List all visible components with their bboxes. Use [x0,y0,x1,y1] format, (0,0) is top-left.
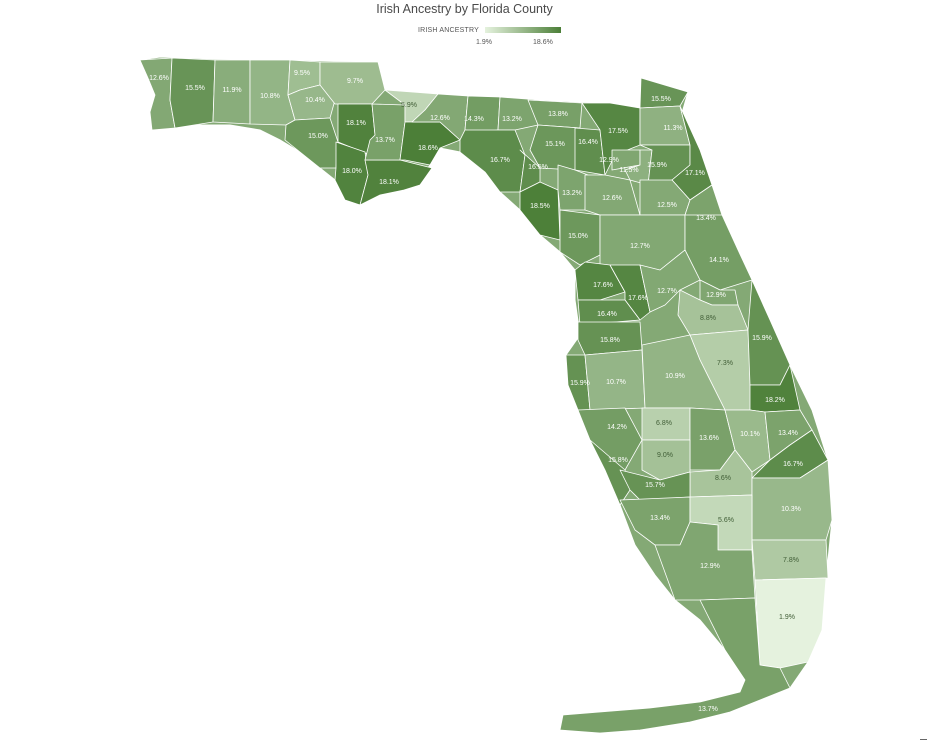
county-value-label: 14.1% [709,257,729,264]
county-value-label: 6.8% [656,420,672,427]
county-value-label: 15.0% [308,133,328,140]
county-value-label: 9.0% [657,452,673,459]
county-value-label: 5.6% [718,517,734,524]
county-value-label: 7.8% [783,557,799,564]
county-value-label: 10.7% [606,379,626,386]
county-value-label: 10.9% [665,373,685,380]
county-shape[interactable] [559,597,791,734]
county-value-label: 15.0% [568,233,588,240]
county-label-layer: 12.6% 15.5% 11.9% 10.8% 9.5% 10.4% 9.7% 15.0% 18… [149,70,803,713]
county-value-label: 12.6% [430,115,450,122]
county-value-label: 10.1% [740,431,760,438]
county-shape[interactable] [589,439,631,506]
county-shape[interactable] [577,299,641,326]
county-value-label: 17.6% [593,282,613,289]
county-value-label: 13.8% [548,111,568,118]
county-shape[interactable] [284,117,339,169]
county-shape[interactable] [139,57,176,131]
county-shape[interactable] [639,77,689,109]
county-value-label: 13.4% [778,430,798,437]
county-value-label: 15.8% [608,457,628,464]
county-shape[interactable] [497,96,541,131]
county-value-label: 16.7% [490,157,510,164]
county-value-label: 18.1% [379,179,399,186]
county-layer [139,57,833,734]
county-value-label: 11.5% [619,167,638,174]
county-value-label: 7.3% [717,360,733,367]
county-value-label: 17.5% [608,128,628,135]
county-value-label: 13.7% [375,137,395,144]
county-shape[interactable] [359,159,433,206]
county-shape[interactable] [654,521,756,601]
county-shape[interactable] [459,129,526,193]
legend-label: IRISH ANCESTRY [418,27,480,34]
legend-max-label: 18.6% [533,39,553,46]
county-value-label: 10.3% [781,506,801,513]
county-value-label: 12.5% [657,202,677,209]
county-value-label: 8.8% [700,315,716,322]
county-value-label: 18.5% [530,203,550,210]
county-value-label: 12.9% [700,563,720,570]
county-value-label: 8.6% [715,475,731,482]
county-shape[interactable] [169,57,216,129]
chart-title: Irish Ancestry by Florida County [376,2,553,16]
county-value-label: 15.9% [647,162,667,169]
county-value-label: 9.5% [294,70,310,77]
county-value-label: 9.7% [347,78,363,85]
county-value-label: 13.4% [696,215,716,222]
county-value-label: 1.9% [779,614,795,621]
county-shape[interactable] [464,95,501,133]
county-value-label: 16.5% [528,164,548,171]
corner-mark [920,739,927,740]
county-value-label: 12.6% [149,75,169,82]
county-value-label: 13.7% [698,706,718,713]
county-value-label: 16.4% [578,139,598,146]
county-value-label: 12.9% [599,157,619,164]
county-value-label: 13.6% [699,435,719,442]
county-value-label: 11.3% [663,125,682,132]
legend-gradient-bar [485,27,561,33]
county-value-label: 15.7% [645,482,665,489]
county-value-label: 14.2% [607,424,627,431]
county-value-label: 10.4% [305,97,325,104]
county-shape[interactable] [519,181,561,241]
county-shape[interactable] [747,279,791,386]
county-value-label: 15.5% [651,96,671,103]
county-value-label: 18.6% [418,145,438,152]
county-value-label: 15.5% [185,85,205,92]
county-value-label: 5.9% [401,102,417,109]
county-value-label: 15.9% [570,380,590,387]
county-value-label: 10.8% [260,93,280,100]
county-shape[interactable] [639,249,701,313]
county-value-label: 13.4% [650,515,670,522]
county-value-label: 11.9% [222,87,241,94]
county-value-label: 15.9% [752,335,772,342]
county-value-label: 13.2% [502,116,522,123]
county-value-label: 12.9% [706,292,726,299]
county-shape[interactable] [751,539,829,581]
county-value-label: 15.8% [600,337,620,344]
county-shape[interactable] [334,141,369,206]
county-value-label: 16.4% [597,311,617,318]
county-value-label: 16.7% [783,461,803,468]
county-value-label: 12.6% [602,195,622,202]
county-value-label: 13.2% [562,190,582,197]
county-shape[interactable] [677,289,749,336]
county-value-label: 18.1% [346,120,366,127]
county-value-label: 12.7% [657,288,677,295]
county-value-label: 15.1% [545,141,565,148]
legend-min-label: 1.9% [476,39,492,46]
county-value-label: 17.6% [628,295,648,302]
county-value-label: 17.1% [685,170,705,177]
county-value-label: 14.3% [464,116,484,123]
county-shape[interactable] [529,124,581,171]
county-value-label: 12.7% [630,243,650,250]
county-shape[interactable] [754,577,827,669]
county-value-label: 18.0% [342,168,362,175]
county-value-label: 18.2% [765,397,785,404]
legend: IRISH ANCESTRY 1.9% 18.6% [418,26,578,50]
